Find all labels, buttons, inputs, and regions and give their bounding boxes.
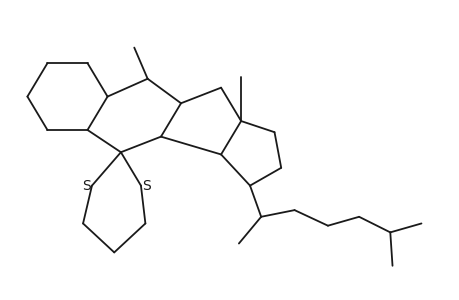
Text: S: S [142, 178, 151, 193]
Text: S: S [82, 178, 91, 193]
